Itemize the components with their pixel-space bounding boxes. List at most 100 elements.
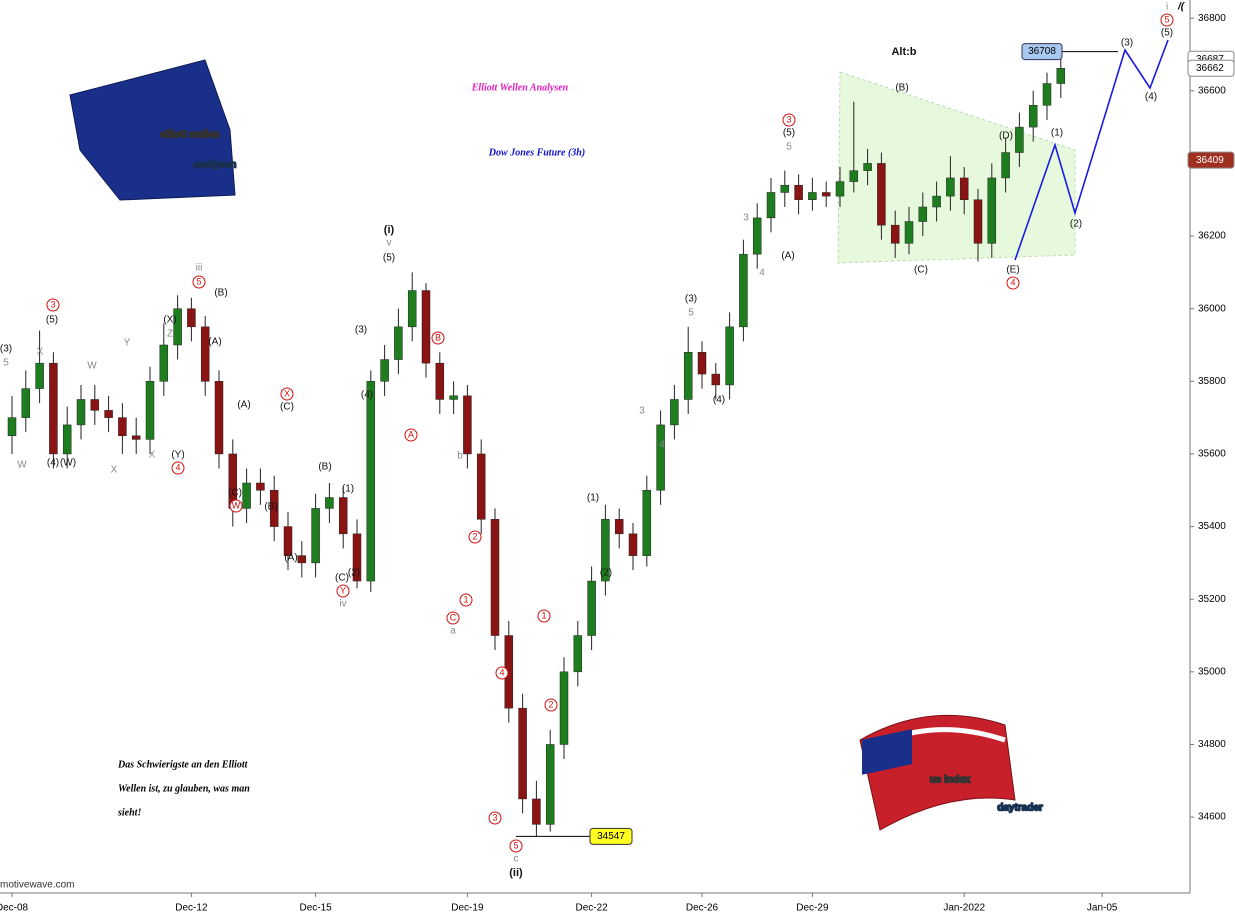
- candle-body: [918, 206, 928, 222]
- candle-body: [959, 177, 969, 200]
- candle-body: [1001, 152, 1010, 179]
- wave-label: (A): [208, 337, 221, 348]
- wave-label: (1): [342, 484, 354, 495]
- candle-body: [752, 217, 762, 255]
- wave-label: Alt:b: [891, 46, 916, 58]
- wave-label: 4: [175, 462, 180, 472]
- wave-label: 4: [499, 667, 504, 677]
- wave-label: (B): [264, 502, 277, 513]
- x-tick-label: Jan-2022: [943, 903, 985, 914]
- candle-body: [739, 253, 748, 328]
- wave-label: 3: [743, 213, 749, 224]
- candle-body: [973, 199, 983, 244]
- wave-circle: [171, 461, 185, 475]
- axis-price-box: [1187, 59, 1235, 77]
- candle-body: [242, 482, 251, 509]
- y-tick-label: 34600: [1198, 812, 1226, 823]
- candle-body: [877, 163, 886, 226]
- candle-body: [7, 417, 17, 437]
- axis-price-label: 36409: [1196, 155, 1224, 166]
- candle-body: [545, 744, 555, 825]
- wave-circle: [459, 593, 473, 607]
- wave-label: (4): [1145, 92, 1157, 103]
- wave-label: (3): [685, 294, 697, 305]
- candle-body: [614, 519, 624, 535]
- wave-label: X: [111, 465, 118, 476]
- wave-label: (2): [1070, 219, 1082, 230]
- corner-mark: i: [1166, 2, 1168, 13]
- wave-label: (5): [783, 128, 795, 139]
- candle-body: [863, 163, 872, 171]
- wave-circle: [782, 113, 796, 127]
- x-tick-label: Dec-15: [299, 903, 332, 914]
- wave-label: (B): [895, 83, 908, 94]
- wave-label: 1: [541, 610, 546, 620]
- source: motivewave.com: [0, 880, 74, 891]
- wave-circle: [1006, 276, 1020, 290]
- wave-label: X: [149, 450, 156, 461]
- candle-body: [656, 424, 665, 491]
- candle-body: [725, 326, 734, 386]
- candle-body: [794, 184, 803, 200]
- candle-body: [766, 192, 776, 219]
- candle-body: [1028, 105, 1038, 128]
- wave-circle: [446, 611, 460, 625]
- x-tick-label: Dec-29: [796, 903, 829, 914]
- corner-mark: /(: [1177, 2, 1186, 13]
- candle-body: [711, 373, 721, 386]
- wave-label: 5: [1164, 14, 1169, 24]
- candle-body: [311, 508, 320, 564]
- wave-label: (ii): [509, 867, 523, 879]
- candle-body: [62, 424, 72, 455]
- price-box-label: 34547: [597, 831, 625, 842]
- candle-body: [269, 490, 279, 527]
- candle-body: [90, 399, 100, 411]
- candle-body: [145, 381, 155, 440]
- x-tick-label: Dec-26: [686, 903, 719, 914]
- wave-label: (5): [1161, 28, 1173, 39]
- candle-body: [131, 435, 141, 440]
- wave-label: (C): [914, 265, 928, 276]
- y-tick-label: 36600: [1198, 85, 1226, 96]
- candle-body: [559, 671, 569, 745]
- quote-line: Wellen ist, zu glauben, was man: [118, 783, 250, 794]
- candle-body: [338, 497, 348, 535]
- price-box: [1021, 43, 1063, 61]
- wave-label: W: [17, 460, 27, 471]
- wave-label: 2: [472, 531, 477, 541]
- wave-label: 4: [1010, 277, 1015, 287]
- candle-body: [670, 399, 679, 426]
- wave-label: 5: [513, 840, 518, 850]
- candle-body: [463, 395, 472, 455]
- y-tick-label: 34800: [1198, 739, 1226, 750]
- x-tick-label: Dec-19: [451, 903, 484, 914]
- candle-body: [200, 326, 210, 382]
- candle-body: [283, 526, 293, 556]
- x-tick-label: Dec-08: [0, 903, 29, 914]
- candle-body: [118, 417, 127, 437]
- logo-text: daytrader: [997, 803, 1043, 814]
- wave-label: (D): [999, 131, 1013, 142]
- axis-price-box: [1187, 151, 1235, 169]
- wave-label: (5): [46, 315, 58, 326]
- logo-text: elliott wellen: [160, 130, 220, 141]
- wave-label: (B): [214, 288, 227, 299]
- candle-body: [297, 555, 307, 564]
- y-tick-label: 35400: [1198, 521, 1226, 532]
- wave-label: (B): [318, 462, 331, 473]
- candle-body: [366, 381, 376, 582]
- wave-label: Y: [340, 585, 346, 595]
- wave-label: B: [435, 332, 441, 342]
- wave-label: 5: [3, 358, 9, 369]
- wave-label: 3: [786, 114, 791, 124]
- wave-label: (i): [384, 224, 395, 236]
- y-tick-label: 36800: [1198, 13, 1226, 24]
- quote-line: Das Schwierigste an den Elliott: [117, 759, 249, 770]
- y-tick-label: 35200: [1198, 594, 1226, 605]
- candle-body: [849, 170, 859, 182]
- wave-label: (W): [60, 458, 76, 469]
- candle-body: [35, 362, 44, 389]
- chart-title: Elliott Wellen Analysen: [471, 82, 569, 93]
- wave-label: (A): [781, 251, 794, 262]
